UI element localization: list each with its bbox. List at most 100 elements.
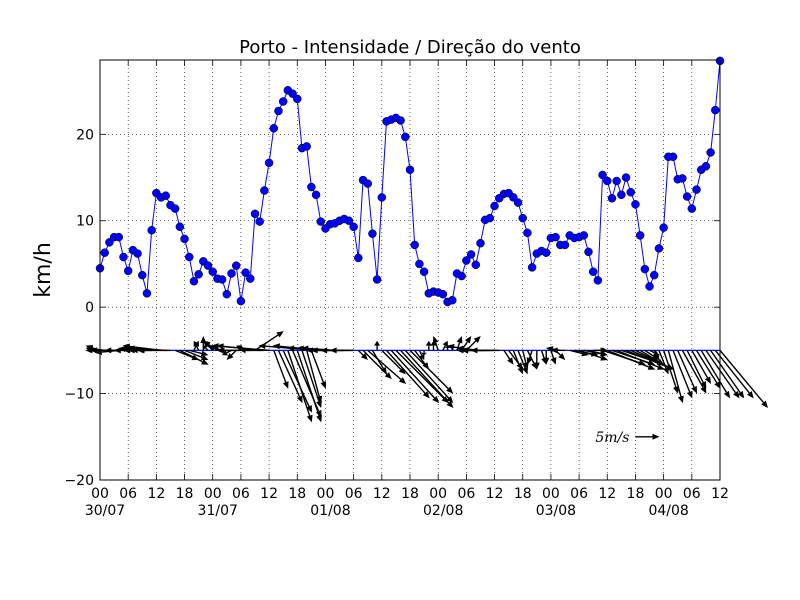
arrow-head xyxy=(473,335,481,344)
chart-title: Porto - Intensidade / Direção do vento xyxy=(239,37,581,58)
data-point xyxy=(147,225,156,235)
arrow-shaft xyxy=(184,349,203,359)
arrow-shaft xyxy=(390,349,436,399)
data-point xyxy=(227,269,236,278)
arrow-head xyxy=(193,340,199,347)
wind-arrow xyxy=(533,350,540,370)
data-point xyxy=(302,142,311,151)
arrow-head xyxy=(723,390,731,399)
arrow-head xyxy=(305,347,313,354)
arrow-head xyxy=(282,381,289,389)
arrow-head xyxy=(446,386,454,394)
arrow-shaft xyxy=(357,349,364,356)
wind-arrow xyxy=(193,340,200,351)
quiver-key-label: 5m/s xyxy=(595,430,629,446)
arrow-head xyxy=(421,352,428,356)
data-point xyxy=(598,170,607,180)
wind-arrow xyxy=(226,349,237,360)
arrow-shaft xyxy=(700,350,728,393)
arrow-head xyxy=(522,366,528,375)
wind-arrow xyxy=(357,349,368,360)
wind-arrow xyxy=(409,349,454,394)
arrow-head xyxy=(85,347,93,354)
y-tick-label: 10 xyxy=(76,214,94,230)
x-tick-label: 12 xyxy=(486,486,504,502)
data-point xyxy=(626,187,636,197)
arrow-shaft xyxy=(653,350,658,356)
arrow-shaft xyxy=(310,350,324,383)
arrow-head xyxy=(310,347,318,354)
arrow-head xyxy=(733,390,740,399)
arrow-shaft xyxy=(301,350,320,402)
data-point xyxy=(579,231,589,240)
arrow-head xyxy=(203,340,211,348)
arrow-shaft xyxy=(517,350,526,369)
wind-arrow xyxy=(597,347,608,354)
data-point xyxy=(603,176,612,186)
wind-arrow xyxy=(414,349,430,370)
arrow-head xyxy=(258,343,266,350)
x-tick-label: 00 xyxy=(542,486,560,502)
data-point xyxy=(701,162,711,171)
data-point xyxy=(377,193,387,202)
x-tick-label: 06 xyxy=(232,486,250,502)
wind-arrow xyxy=(616,349,665,370)
wind-arrow xyxy=(667,350,684,404)
x-tick-label: 00 xyxy=(91,486,109,502)
wind-arrow xyxy=(714,349,754,399)
arrow-head xyxy=(507,357,514,365)
arrow-head xyxy=(104,347,112,354)
arrow-shaft xyxy=(273,350,287,383)
data-point xyxy=(476,238,485,248)
wind-arrow xyxy=(282,350,312,413)
y-tick-label: −20 xyxy=(64,473,94,489)
arrow-shaft xyxy=(681,350,704,388)
data-point xyxy=(490,201,499,211)
data-point xyxy=(368,229,377,238)
wind-arrow xyxy=(691,350,712,384)
arrow-head xyxy=(136,347,144,354)
x-date-label: 01/08 xyxy=(310,503,350,519)
arrow-head xyxy=(425,340,432,346)
arrow-head xyxy=(464,335,472,344)
arrow-head xyxy=(216,347,224,354)
arrow-shaft xyxy=(512,350,521,369)
wind-arrow xyxy=(517,350,528,375)
arrow-head xyxy=(211,343,219,350)
data-point xyxy=(255,217,264,226)
arrow-shaft xyxy=(174,349,193,359)
arrow-head xyxy=(296,395,303,404)
arrow-shaft xyxy=(649,349,655,354)
arrow-shaft xyxy=(691,350,709,379)
arrow-head xyxy=(226,353,234,360)
wind-arrow xyxy=(329,347,354,354)
data-point xyxy=(635,231,645,240)
arrow-head xyxy=(672,385,679,394)
wind-arrow xyxy=(503,349,514,365)
arrow-head xyxy=(602,347,608,354)
data-point xyxy=(692,185,701,194)
arrow-head xyxy=(276,331,284,338)
x-tick-label: 12 xyxy=(711,486,729,502)
arrow-head xyxy=(306,405,312,413)
data-point xyxy=(307,182,316,192)
data-point xyxy=(133,249,142,258)
arrow-shaft xyxy=(381,349,402,370)
x-tick-label: 00 xyxy=(655,486,673,502)
data-point xyxy=(405,165,415,175)
arrow-shaft xyxy=(367,349,402,380)
arrow-head xyxy=(444,345,451,348)
wind-arrow xyxy=(273,350,289,389)
data-point xyxy=(523,228,532,238)
data-point xyxy=(410,240,419,250)
arrow-head xyxy=(657,364,665,370)
wind-arrow xyxy=(719,349,768,408)
axes-frame xyxy=(99,59,721,481)
x-date-label: 02/08 xyxy=(423,503,463,519)
data-point xyxy=(222,289,232,299)
wind-arrow xyxy=(136,347,171,354)
x-tick-label: 06 xyxy=(119,486,137,502)
data-point xyxy=(316,217,326,226)
arrow-head xyxy=(714,381,721,389)
arrow-shaft xyxy=(414,349,426,365)
